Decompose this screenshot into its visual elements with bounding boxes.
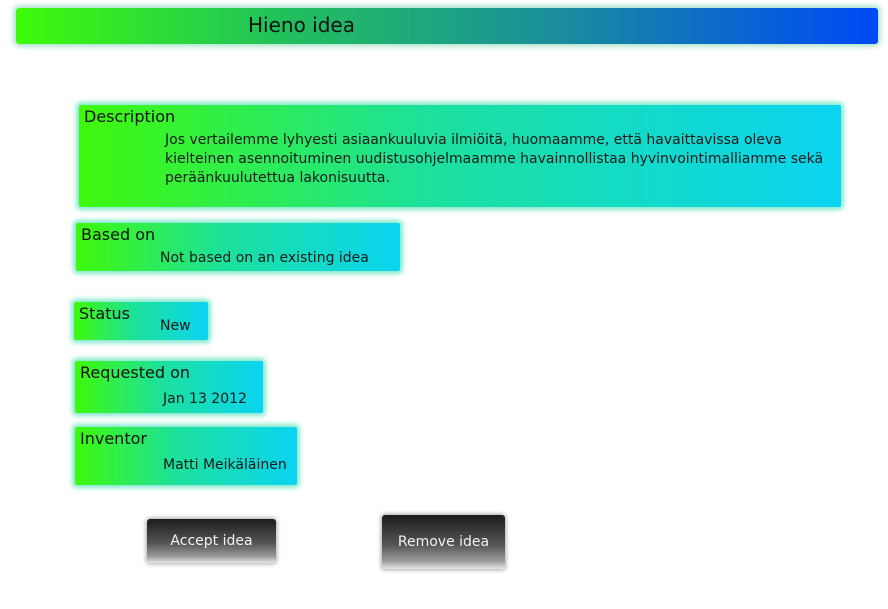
remove-idea-button[interactable]: Remove idea	[382, 515, 505, 569]
title-bar: Hieno idea	[16, 8, 878, 44]
description-panel: Description Jos vertailemme lyhyesti asi…	[79, 105, 841, 207]
requested-on-panel: Requested on Jan 13 2012	[75, 361, 263, 413]
inventor-panel: Inventor Matti Meikäläinen	[75, 427, 297, 485]
requested-on-value: Jan 13 2012	[163, 391, 247, 407]
inventor-value: Matti Meikäläinen	[163, 457, 287, 473]
status-panel: Status New	[74, 302, 208, 340]
inventor-label: Inventor	[80, 429, 147, 448]
status-value: New	[160, 318, 191, 334]
page-title: Hieno idea	[248, 13, 355, 37]
accept-idea-button[interactable]: Accept idea	[147, 519, 276, 563]
description-label: Description	[84, 107, 176, 126]
status-label: Status	[79, 304, 130, 323]
based-on-panel: Based on Not based on an existing idea	[76, 223, 400, 271]
based-on-value: Not based on an existing idea	[160, 250, 369, 266]
description-text: Jos vertailemme lyhyesti asiaankuuluvia …	[165, 132, 824, 186]
requested-on-label: Requested on	[80, 363, 191, 382]
based-on-label: Based on	[81, 225, 156, 244]
